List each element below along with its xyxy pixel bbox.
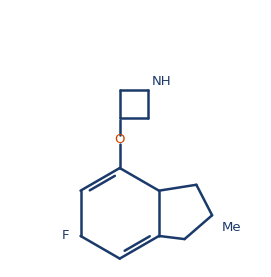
Text: O: O: [115, 133, 125, 146]
Text: NH: NH: [152, 75, 172, 88]
Text: Me: Me: [222, 221, 241, 234]
Text: F: F: [62, 229, 70, 242]
